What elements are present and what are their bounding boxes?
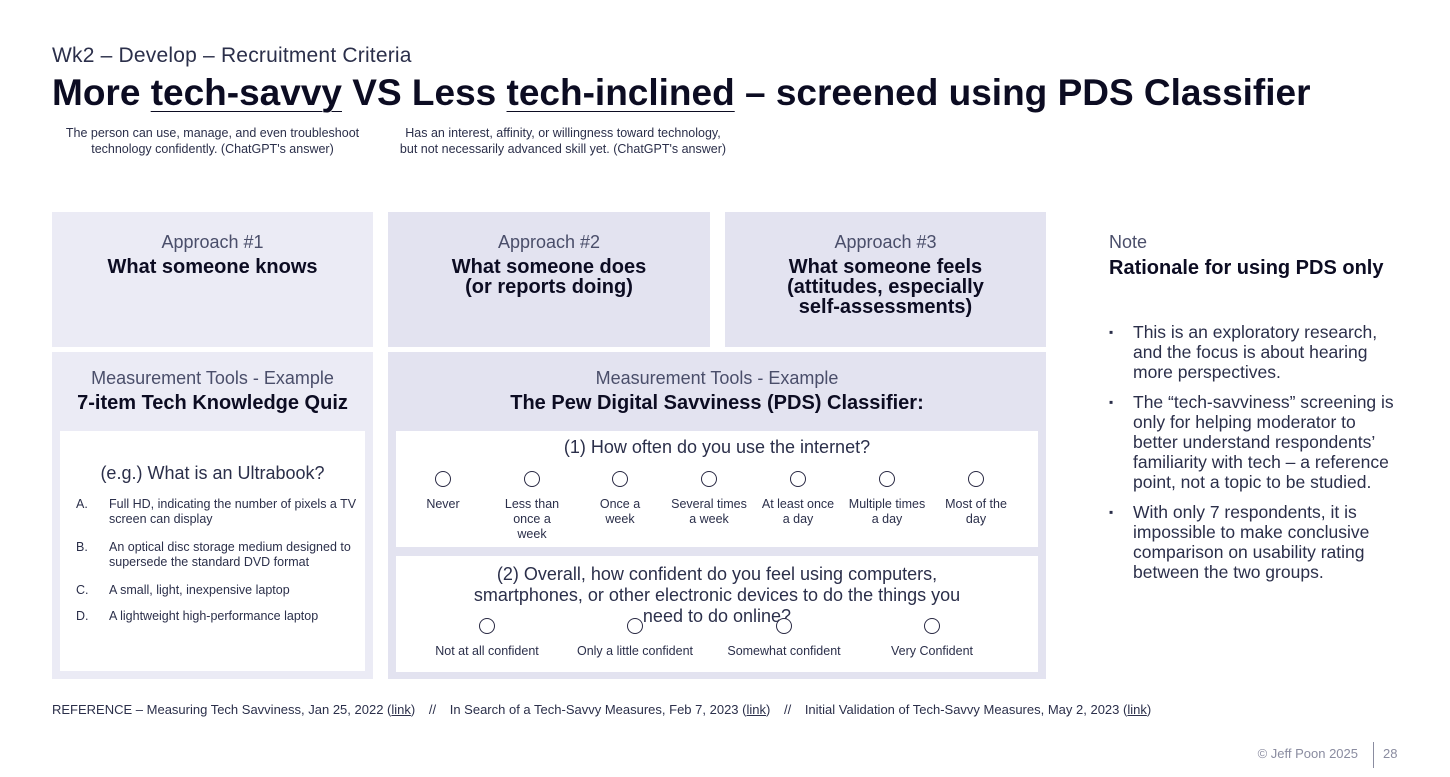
quiz-option-a: A. Full HD, indicating the number of pix…: [76, 497, 361, 527]
option-label: Most of the day: [945, 497, 1007, 526]
quiz-card: (e.g.) What is an Ultrabook? A. Full HD,…: [60, 431, 365, 671]
pds-question-2: (2) Overall, how confident do you feel u…: [473, 564, 961, 626]
approach-1-label: Approach #1: [161, 232, 264, 252]
pds-question-1-card: (1) How often do you use the internet? N…: [396, 431, 1038, 547]
separator: //: [783, 702, 792, 717]
definition-tech-savvy: The person can use, manage, and even tro…: [65, 126, 360, 156]
reference-3-link[interactable]: link: [1127, 702, 1147, 717]
bullet-marker: ▪: [1109, 505, 1114, 519]
radio-once-a-week[interactable]: [612, 471, 628, 487]
rationale-list: ▪ This is an exploratory research, and th…: [1109, 322, 1399, 592]
title-term-tech-inclined: tech-inclined: [506, 72, 735, 113]
radio-most-of-the-day[interactable]: [968, 471, 984, 487]
quiz-option-c: C. A small, light, inexpensive laptop: [76, 583, 361, 598]
bullet-marker: ▪: [1109, 395, 1114, 409]
separator: //: [428, 702, 437, 717]
option-label: Very Confident: [891, 644, 973, 658]
page-title: More tech-savvy VS Less tech-inclined – …: [52, 72, 1311, 114]
quiz-option-text: A lightweight high-performance laptop: [109, 609, 319, 623]
pds-tool-label: Measurement Tools - Example: [595, 368, 839, 388]
title-part-1: More: [52, 72, 151, 113]
quiz-option-text: A small, light, inexpensive laptop: [109, 583, 290, 597]
approach-2-title: What someone does (or reports doing): [451, 256, 647, 298]
radio-at-least-once-a-day[interactable]: [790, 471, 806, 487]
radio-not-at-all-confident[interactable]: [479, 618, 495, 634]
bullet-text: With only 7 respondents, it is impossibl…: [1133, 502, 1370, 582]
quiz-option-letter: D.: [76, 609, 89, 623]
approach-1-title: What someone knows: [107, 256, 318, 278]
option-label: Only a little confident: [576, 644, 694, 658]
option-label: Somewhat confident: [727, 644, 841, 658]
reference-3: Initial Validation of Tech-Savvy Measure…: [804, 702, 1120, 717]
pds-tool-title: The Pew Digital Savviness (PDS) Classifi…: [510, 392, 924, 414]
quiz-option-letter: C.: [76, 583, 89, 597]
radio-several-times-a-week[interactable]: [701, 471, 717, 487]
quiz-tool-label: Measurement Tools - Example: [91, 368, 334, 388]
option-label: Multiple times a day: [848, 497, 926, 526]
radio-multiple-times-a-day[interactable]: [879, 471, 895, 487]
pds-tool-box: Measurement Tools - Example The Pew Digi…: [388, 352, 1046, 679]
option-label: At least once a day: [761, 497, 835, 526]
definition-tech-inclined: Has an interest, affinity, or willingnes…: [399, 126, 727, 156]
quiz-question: (e.g.) What is an Ultrabook?: [100, 463, 325, 483]
option-label: Once a week: [599, 497, 641, 526]
footer-divider: [1373, 742, 1374, 768]
quiz-option-letter: A.: [76, 497, 88, 511]
note-title: Rationale for using PDS only: [1109, 257, 1384, 279]
quiz-option-letter: B.: [76, 540, 88, 554]
option-label: Several times a week: [671, 497, 747, 526]
title-part-3: – screened using PDS Classifier: [734, 72, 1311, 113]
approach-3-label: Approach #3: [834, 232, 937, 252]
approach-1-box: Approach #1 What someone knows: [52, 212, 373, 347]
section-kicker: Wk2 – Develop – Recruitment Criteria: [52, 44, 412, 67]
reference-2: In Search of a Tech-Savvy Measures, Feb …: [449, 702, 739, 717]
quiz-option-text: An optical disc storage medium designed …: [109, 540, 351, 569]
quiz-option-b: B. An optical disc storage medium design…: [76, 540, 361, 570]
approach-2-box: Approach #2 What someone does (or report…: [388, 212, 710, 347]
radio-never[interactable]: [435, 471, 451, 487]
bullet-marker: ▪: [1109, 325, 1114, 339]
title-part-2: VS Less: [341, 72, 507, 113]
reference-1: REFERENCE – Measuring Tech Savviness, Ja…: [52, 702, 384, 717]
quiz-tool-title: 7-item Tech Knowledge Quiz: [77, 392, 348, 414]
note-label: Note: [1109, 232, 1148, 252]
radio-only-a-little-confident[interactable]: [627, 618, 643, 634]
approach-3-box: Approach #3 What someone feels (attitude…: [725, 212, 1046, 347]
radio-less-than-once-a-week[interactable]: [524, 471, 540, 487]
bullet-text: The “tech-savviness” screening is only f…: [1133, 392, 1394, 492]
reference-2-link[interactable]: link: [746, 702, 766, 717]
list-item: ▪ This is an exploratory research, and th…: [1109, 322, 1399, 382]
page-number: 28: [1383, 746, 1398, 761]
option-label: Never: [426, 497, 460, 511]
quiz-tool-box: Measurement Tools - Example 7-item Tech …: [52, 352, 373, 679]
copyright: © Jeff Poon 2025: [1257, 746, 1358, 761]
approach-2-label: Approach #2: [497, 232, 601, 252]
list-item: ▪ The “tech-savviness” screening is only …: [1109, 392, 1399, 492]
quiz-option-text: Full HD, indicating the number of pixels…: [109, 497, 357, 526]
bullet-text: This is an exploratory research, and the…: [1133, 322, 1378, 382]
note-heading: Note Rationale for using PDS only: [1109, 232, 1399, 280]
option-label: Not at all confident: [435, 644, 539, 658]
title-term-tech-savvy: tech-savvy: [150, 72, 342, 113]
pds-question-1: (1) How often do you use the internet?: [563, 437, 871, 457]
references: REFERENCE – Measuring Tech Savviness, Ja…: [52, 702, 1152, 717]
quiz-option-d: D. A lightweight high-performance laptop: [76, 609, 361, 624]
pds-question-2-card: (2) Overall, how confident do you feel u…: [396, 556, 1038, 672]
reference-1-link[interactable]: link: [391, 702, 411, 717]
option-label: Less than once a week: [504, 497, 560, 541]
radio-very-confident[interactable]: [924, 618, 940, 634]
radio-somewhat-confident[interactable]: [776, 618, 792, 634]
list-item: ▪ With only 7 respondents, it is impossib…: [1109, 502, 1399, 582]
approach-3-title: What someone feels (attitudes, especiall…: [787, 256, 984, 318]
